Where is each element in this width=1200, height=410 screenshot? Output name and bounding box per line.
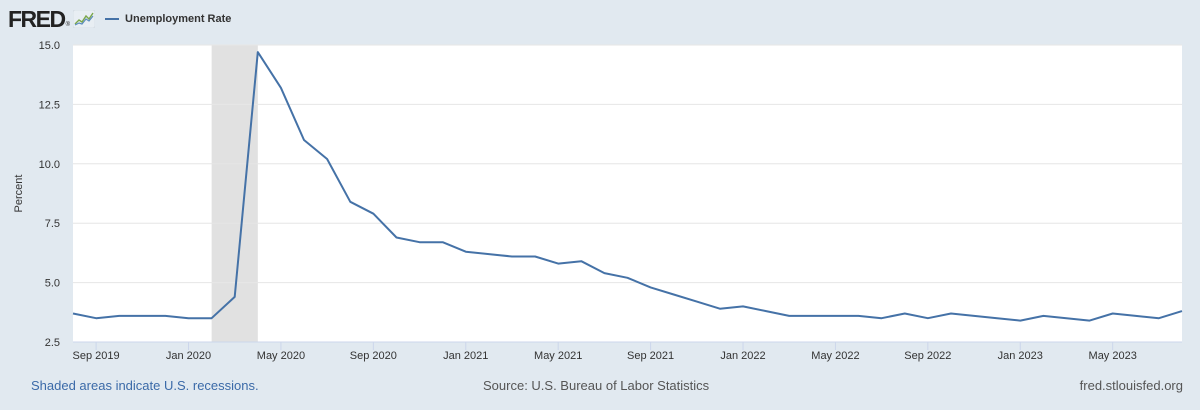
x-tick-label: Sep 2020 xyxy=(350,350,397,362)
data-point[interactable] xyxy=(878,314,886,322)
data-point[interactable] xyxy=(855,312,863,320)
data-point[interactable] xyxy=(1039,312,1047,320)
data-point[interactable] xyxy=(993,314,1001,322)
legend-series-swatch xyxy=(105,18,120,20)
data-point[interactable] xyxy=(254,48,262,56)
x-tick-label: Sep 2022 xyxy=(904,350,951,362)
x-tick-label: Jan 2022 xyxy=(720,350,765,362)
gridlines xyxy=(73,44,1182,343)
data-point[interactable] xyxy=(1086,317,1094,325)
data-point[interactable] xyxy=(208,314,216,322)
data-point[interactable] xyxy=(600,269,608,277)
data-point[interactable] xyxy=(185,314,193,322)
source-note: Source: U.S. Bureau of Labor Statistics xyxy=(483,378,710,393)
data-point[interactable] xyxy=(901,309,909,317)
data-point[interactable] xyxy=(1132,312,1140,320)
y-tick-label: 5.0 xyxy=(45,278,60,290)
series-line-unemployment-rate[interactable] xyxy=(72,51,1183,322)
data-point[interactable] xyxy=(416,238,424,246)
x-tick-label: May 2020 xyxy=(257,350,305,362)
data-point[interactable] xyxy=(970,312,978,320)
fred-logo[interactable]: FRED xyxy=(8,5,66,32)
data-point[interactable] xyxy=(554,260,562,268)
data-point[interactable] xyxy=(693,298,701,306)
data-point[interactable] xyxy=(1016,317,1024,325)
data-point[interactable] xyxy=(115,312,123,320)
data-point[interactable] xyxy=(485,250,493,258)
registered-mark: ® xyxy=(65,22,71,28)
site-url[interactable]: fred.stlouisfed.org xyxy=(1079,378,1183,393)
data-point[interactable] xyxy=(531,252,539,260)
data-point[interactable] xyxy=(785,312,793,320)
data-point[interactable] xyxy=(808,312,816,320)
y-axis-title: Percent xyxy=(13,175,25,213)
data-point[interactable] xyxy=(647,283,655,291)
data-point[interactable] xyxy=(323,155,331,163)
data-point[interactable] xyxy=(369,210,377,218)
x-tick-label: Jan 2023 xyxy=(998,350,1043,362)
y-tick-label: 12.5 xyxy=(39,99,60,111)
legend-series-label: Unemployment Rate xyxy=(125,13,232,25)
recession-note-link[interactable]: Shaded areas indicate U.S. recessions. xyxy=(31,378,259,393)
data-point[interactable] xyxy=(831,312,839,320)
data-point[interactable] xyxy=(577,257,585,265)
data-point[interactable] xyxy=(1178,307,1186,315)
data-point[interactable] xyxy=(346,198,354,206)
legend[interactable]: Unemployment Rate xyxy=(105,13,231,25)
data-point[interactable] xyxy=(947,309,955,317)
data-point[interactable] xyxy=(277,84,285,92)
data-point[interactable] xyxy=(300,136,308,144)
data-point[interactable] xyxy=(739,302,747,310)
data-point[interactable] xyxy=(92,314,100,322)
data-point[interactable] xyxy=(462,248,470,256)
y-tick-label: 7.5 xyxy=(45,218,60,230)
data-point[interactable] xyxy=(1062,314,1070,322)
data-point[interactable] xyxy=(924,314,932,322)
data-point[interactable] xyxy=(1109,309,1117,317)
chart-header: FRED ® Unemployment Rate xyxy=(8,6,231,32)
data-point[interactable] xyxy=(161,312,169,320)
x-tick-label: Jan 2020 xyxy=(166,350,211,362)
data-point[interactable] xyxy=(231,293,239,301)
fred-logo-chart-icon xyxy=(73,10,96,28)
data-point[interactable] xyxy=(670,290,678,298)
data-point[interactable] xyxy=(624,274,632,282)
series-layer xyxy=(69,48,1186,325)
x-tick-label: Sep 2021 xyxy=(627,350,674,362)
y-tick-label: 10.0 xyxy=(39,159,60,171)
data-point[interactable] xyxy=(762,307,770,315)
data-point[interactable] xyxy=(138,312,146,320)
data-point[interactable] xyxy=(69,309,77,317)
x-tick-label: May 2022 xyxy=(811,350,859,362)
y-tick-label: 2.5 xyxy=(45,337,60,349)
data-point[interactable] xyxy=(439,238,447,246)
data-point[interactable] xyxy=(392,233,400,241)
data-point[interactable] xyxy=(1155,314,1163,322)
y-axis: 2.5 5.0 7.5 10.0 12.5 15.0 xyxy=(39,40,60,349)
data-point[interactable] xyxy=(508,252,516,260)
x-tick-label: May 2021 xyxy=(534,350,582,362)
data-point[interactable] xyxy=(716,305,724,313)
x-tick-label: May 2023 xyxy=(1089,350,1137,362)
y-tick-label: 15.0 xyxy=(39,40,60,52)
x-axis: Sep 2019 Jan 2020 May 2020 Sep 2020 Jan 2021… xyxy=(73,342,1137,362)
x-tick-label: Sep 2019 xyxy=(73,350,120,362)
x-tick-label: Jan 2021 xyxy=(443,350,488,362)
